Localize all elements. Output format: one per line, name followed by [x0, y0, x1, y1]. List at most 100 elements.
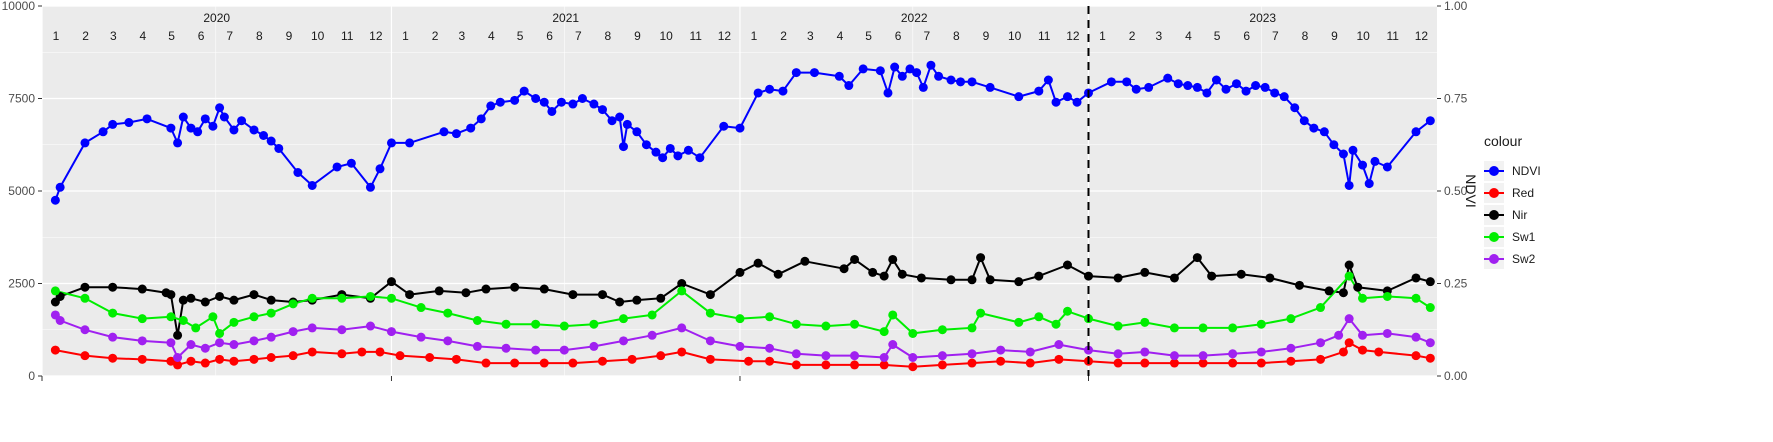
data-point-red: [597, 356, 607, 366]
data-point-red: [173, 360, 183, 370]
data-point-sw2: [501, 343, 511, 353]
data-point-sw1: [879, 327, 889, 337]
month-label: 9: [1331, 29, 1338, 43]
month-label: 4: [1185, 29, 1192, 43]
data-point-ndvi: [912, 68, 922, 78]
data-point-sw1: [1062, 306, 1072, 316]
month-label: 5: [865, 29, 872, 43]
month-label: 5: [1214, 29, 1221, 43]
data-point-nir: [539, 284, 549, 294]
data-point-ndvi: [1072, 97, 1082, 107]
data-point-nir: [773, 269, 783, 279]
month-label: 6: [1243, 29, 1250, 43]
data-point-ndvi: [1043, 75, 1053, 85]
data-point-ndvi: [683, 145, 693, 155]
data-point-red: [568, 358, 578, 368]
data-point-nir: [1207, 271, 1217, 281]
data-point-nir: [1140, 267, 1150, 277]
data-point-sw1: [559, 321, 569, 331]
data-point-sw2: [1025, 347, 1035, 357]
data-point-ndvi: [1338, 149, 1348, 159]
data-point-sw1: [677, 286, 687, 296]
data-point-ndvi: [967, 77, 977, 87]
y-tick-label: 2500: [8, 277, 35, 291]
data-point-sw2: [307, 323, 317, 333]
data-point-ndvi: [753, 88, 763, 98]
legend: colour NDVI Red Nir Sw1 Sw2: [1484, 133, 1541, 269]
data-point-ndvi: [80, 138, 90, 148]
data-point-ndvi: [1251, 81, 1261, 91]
data-point-red: [288, 351, 298, 361]
data-point-ndvi: [50, 195, 60, 205]
legend-label-sw2: Sw2: [1512, 252, 1536, 266]
data-point-ndvi: [166, 123, 176, 133]
data-point-ndvi: [641, 140, 651, 150]
data-point-red: [1198, 358, 1208, 368]
month-label: 8: [953, 29, 960, 43]
data-point-red: [307, 347, 317, 357]
data-point-ndvi: [1290, 103, 1300, 113]
data-point-nir: [1265, 273, 1275, 283]
data-point-ndvi: [1192, 82, 1202, 92]
data-point-ndvi: [178, 112, 188, 122]
data-point-ndvi: [719, 121, 729, 131]
data-point-sw1: [249, 312, 259, 322]
data-point-nir: [879, 271, 889, 281]
data-point-ndvi: [495, 97, 505, 107]
data-point-ndvi: [1358, 160, 1368, 170]
data-point-ndvi: [934, 71, 944, 81]
data-point-sw2: [472, 341, 482, 351]
data-point-sw2: [531, 345, 541, 355]
data-point-red: [395, 351, 405, 361]
data-point-ndvi: [1348, 145, 1358, 155]
y2-tick-label: 0.25: [1444, 277, 1468, 291]
data-point-ndvi: [1034, 86, 1044, 96]
data-point-ndvi: [834, 71, 844, 81]
month-label: 7: [226, 29, 233, 43]
data-point-sw1: [888, 310, 898, 320]
data-point-ndvi: [259, 131, 269, 140]
data-point-sw1: [1169, 323, 1179, 333]
data-point-red: [1344, 338, 1354, 348]
data-point-sw1: [1228, 323, 1238, 333]
data-point-red: [1113, 358, 1123, 368]
data-point-nir: [1295, 280, 1305, 290]
data-point-sw2: [229, 340, 239, 350]
data-point-sw1: [967, 323, 977, 333]
data-point-ndvi: [1202, 88, 1212, 98]
data-point-nir: [1353, 282, 1363, 292]
month-label: 8: [605, 29, 612, 43]
data-point-nir: [186, 293, 196, 303]
month-label: 12: [718, 29, 732, 43]
data-point-ndvi: [735, 123, 745, 133]
data-point-ndvi: [332, 162, 342, 172]
data-point-ndvi: [556, 97, 566, 107]
data-point-sw2: [166, 338, 176, 348]
data-point-sw2: [647, 330, 657, 340]
month-label: 7: [1272, 29, 1279, 43]
data-point-red: [1358, 345, 1368, 355]
data-point-ndvi: [778, 86, 788, 96]
data-point-ndvi: [673, 151, 683, 161]
data-point-red: [249, 354, 259, 364]
data-point-sw2: [443, 336, 453, 346]
year-label: 2020: [203, 11, 230, 25]
data-point-ndvi: [1231, 79, 1241, 89]
month-label: 6: [198, 29, 205, 43]
month-label: 3: [1155, 29, 1162, 43]
data-point-red: [337, 349, 347, 359]
data-point-sw2: [365, 321, 375, 331]
data-point-ndvi: [451, 129, 461, 139]
data-point-red: [375, 347, 385, 357]
data-point-ndvi: [547, 106, 557, 116]
data-point-sw1: [501, 319, 511, 329]
data-point-ndvi: [1279, 92, 1289, 102]
month-label: 6: [546, 29, 553, 43]
data-point-red: [215, 354, 225, 364]
data-point-sw2: [249, 336, 259, 346]
month-label: 12: [1415, 29, 1429, 43]
data-point-nir: [1236, 269, 1246, 279]
y-tick-label: 7500: [8, 92, 35, 106]
data-point-ndvi: [200, 114, 210, 124]
data-point-sw1: [1358, 293, 1368, 303]
